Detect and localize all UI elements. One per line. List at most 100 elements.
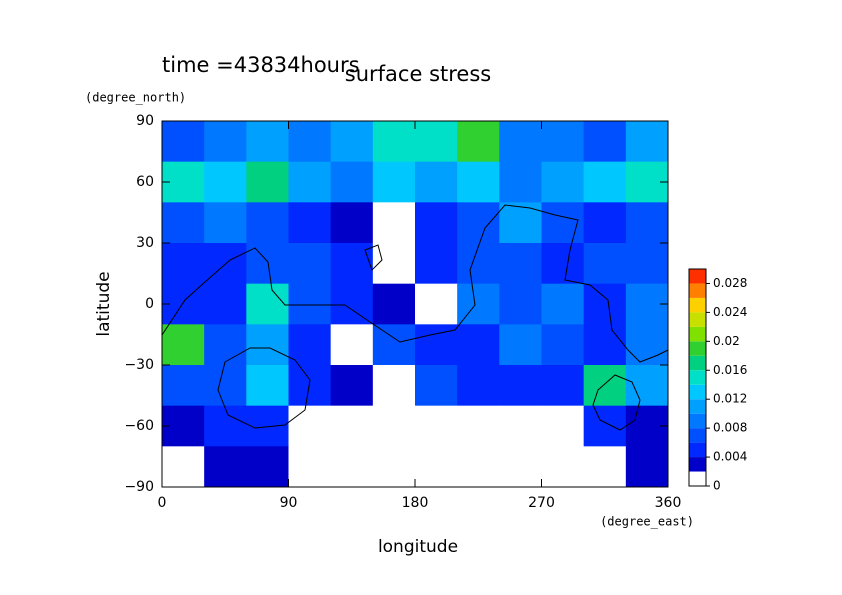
cell — [541, 283, 585, 325]
cell — [415, 243, 458, 285]
y-tick-label: 60 — [136, 174, 154, 190]
cell — [372, 405, 416, 447]
cell — [541, 202, 585, 244]
cell — [583, 324, 627, 366]
cell — [499, 365, 542, 407]
chart-title: surface stress — [345, 62, 491, 86]
cell — [204, 446, 247, 488]
colorbar-tick-label: 0.024 — [713, 305, 747, 319]
colorbar-band — [689, 428, 706, 443]
cell — [583, 243, 627, 285]
cell — [330, 405, 374, 447]
cell — [541, 243, 585, 285]
cell — [204, 324, 247, 366]
cell — [246, 324, 289, 366]
cell — [246, 121, 289, 163]
colorbar-tick-label: 0 — [713, 479, 721, 493]
cell — [457, 365, 500, 407]
colorbar-band — [689, 341, 706, 356]
cell — [457, 121, 500, 163]
cell — [204, 365, 247, 407]
cell — [499, 243, 542, 285]
cell — [162, 243, 205, 285]
colorbar-band — [689, 399, 706, 414]
cell — [246, 283, 289, 325]
cell — [583, 405, 627, 447]
cell — [204, 283, 247, 325]
cell — [415, 121, 458, 163]
colorbar-band — [689, 457, 706, 472]
cell — [415, 446, 458, 488]
colorbar-band — [689, 269, 706, 284]
cell — [457, 405, 500, 447]
cell — [330, 161, 374, 203]
cell — [288, 405, 332, 447]
cell — [415, 202, 458, 244]
colorbar-band — [689, 355, 706, 371]
cell — [330, 446, 374, 488]
cell — [583, 283, 627, 325]
colorbar-tick-label: 0.008 — [713, 421, 747, 435]
cell — [625, 121, 669, 163]
cell — [330, 365, 374, 407]
cell — [457, 202, 500, 244]
colorbar-band — [689, 312, 706, 327]
cell — [457, 161, 500, 203]
colorbar-band — [689, 370, 706, 385]
colorbar-tick-label: 0.028 — [713, 276, 747, 290]
x-unit: (degree_east) — [600, 515, 694, 529]
cell — [583, 365, 627, 407]
colorbar-tick-label: 0.012 — [713, 392, 747, 406]
cell — [288, 283, 332, 325]
y-tick-label: −60 — [124, 418, 154, 434]
cell — [372, 283, 416, 325]
cell — [583, 202, 627, 244]
y-axis-label: latitude — [94, 271, 114, 336]
colorbar-outline — [688, 268, 707, 487]
colorbar-band — [689, 326, 706, 342]
y-tick-label: 90 — [136, 113, 154, 129]
colorbar-band — [689, 384, 706, 400]
cell — [288, 446, 332, 488]
cell — [499, 283, 542, 325]
cell — [288, 202, 332, 244]
cell — [625, 365, 669, 407]
cell — [288, 365, 332, 407]
colorbar-band — [689, 471, 706, 486]
subtitle: time =43834hours — [162, 53, 360, 77]
cell — [246, 365, 289, 407]
cell — [246, 202, 289, 244]
cell — [330, 283, 374, 325]
cell — [288, 243, 332, 285]
cell — [625, 243, 669, 285]
cell — [204, 202, 247, 244]
colorbar-tick-label: 0.004 — [713, 450, 747, 464]
colorbar-band — [689, 283, 706, 298]
cell — [162, 446, 205, 488]
y-tick-label: 30 — [136, 235, 154, 251]
cell — [204, 161, 247, 203]
cell — [288, 121, 332, 163]
cell — [541, 121, 585, 163]
y-unit: (degree_north) — [85, 91, 186, 105]
colorbar-tick-label: 0.016 — [713, 363, 747, 377]
cell — [457, 324, 500, 366]
cell — [288, 324, 332, 366]
cell — [583, 446, 627, 488]
cell — [372, 365, 416, 407]
cell — [372, 446, 416, 488]
coastline — [161, 204, 669, 431]
cell — [246, 243, 289, 285]
colorbar-band — [689, 442, 706, 458]
cell — [288, 161, 332, 203]
cell — [541, 405, 585, 447]
x-tick-label: 270 — [528, 495, 555, 511]
y-tick-label: 0 — [145, 296, 154, 312]
cell — [541, 324, 585, 366]
cell — [330, 324, 374, 366]
cell — [541, 365, 585, 407]
cell — [625, 446, 669, 488]
cell — [541, 446, 585, 488]
colorbar-band — [689, 297, 706, 313]
